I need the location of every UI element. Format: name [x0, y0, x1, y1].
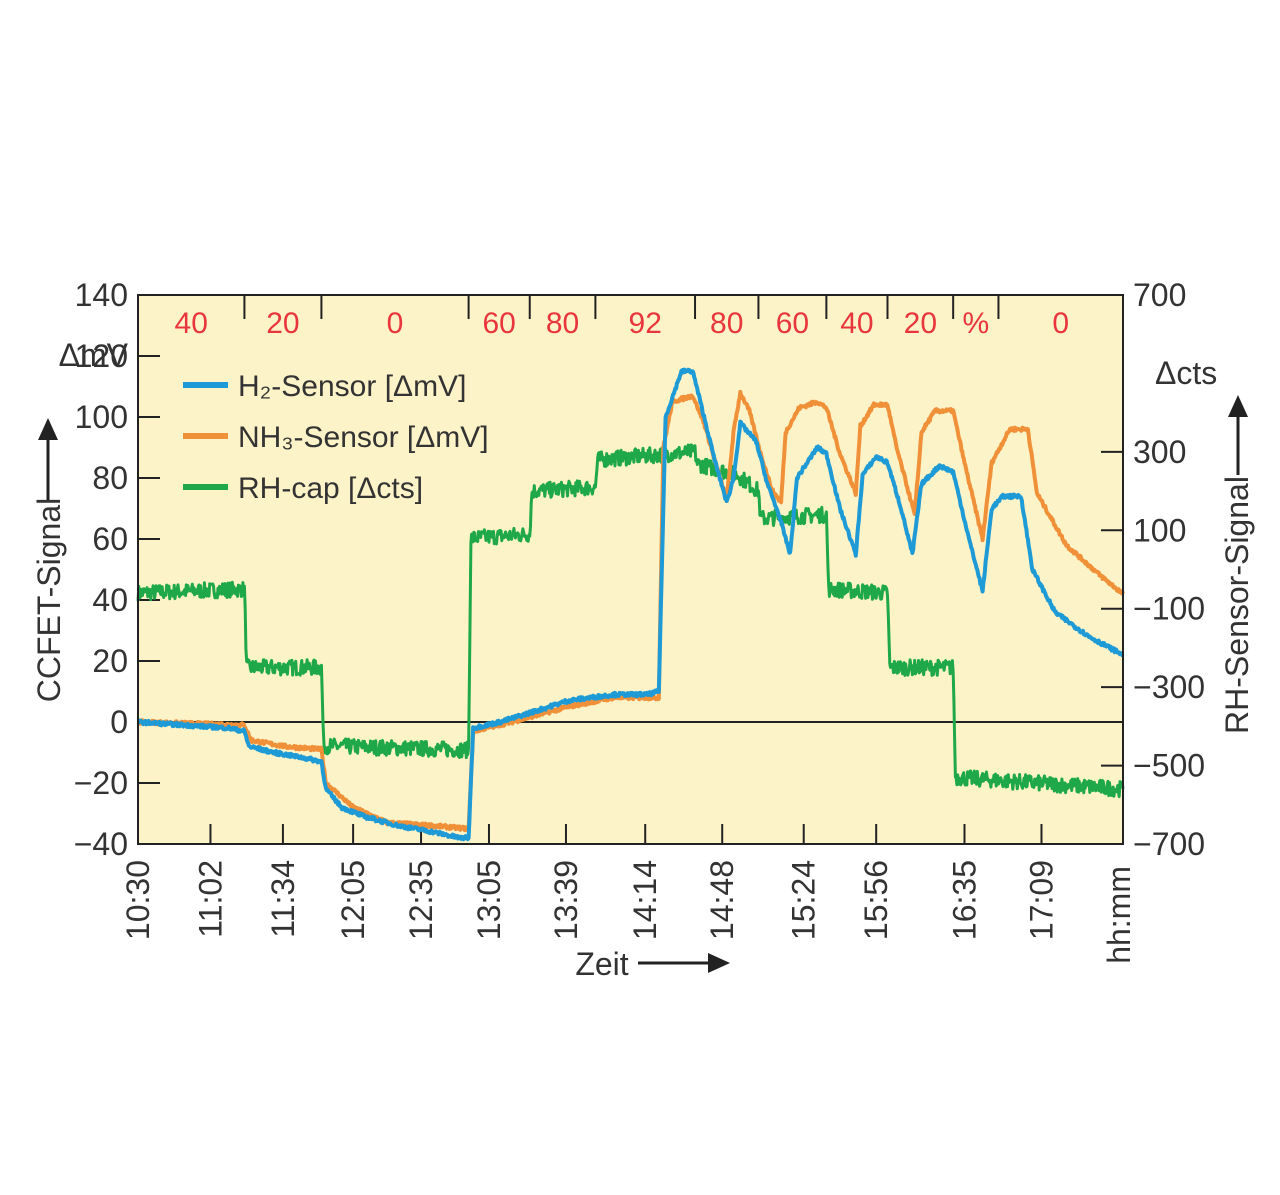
- left-tick-label: 100: [75, 399, 128, 435]
- left-tick-label: 120: [75, 338, 128, 374]
- right-axis-arrow: [1228, 395, 1248, 475]
- rh-step-label: 92: [629, 307, 662, 340]
- rh-step-label: 0: [1052, 307, 1069, 340]
- x-tick-label: 11:34: [265, 860, 301, 938]
- left-tick-label: 0: [110, 704, 128, 740]
- rh-step-label: 0: [387, 307, 404, 340]
- left-tick-label: 80: [92, 460, 128, 496]
- series-layer: [136, 367, 1125, 842]
- rh-step-label: 40: [840, 307, 873, 340]
- series-line-h2: [136, 367, 1125, 842]
- left-tick-label: 140: [75, 277, 128, 313]
- rh-step-label: 40: [175, 307, 208, 340]
- left-axis-arrow: [38, 418, 58, 500]
- left-tick-label: −20: [74, 765, 128, 801]
- legend-label-nh3: NH₃-Sensor [ΔmV]: [238, 421, 489, 454]
- rh-step-label: %: [962, 307, 989, 340]
- x-tick-label: 12:35: [403, 860, 439, 940]
- series-line-rh: [136, 443, 1125, 799]
- tick-labels: 140 120 100 80 60 40 20 0 −20 −40 700 300 100 −100 −30…: [74, 277, 1205, 940]
- right-tick-label: −100: [1133, 591, 1205, 627]
- legend-label-rh: RH-cap [Δcts]: [238, 472, 423, 505]
- rh-step-label: 60: [482, 307, 515, 340]
- left-tick-label: 60: [92, 521, 128, 557]
- right-tick-label: 300: [1133, 434, 1186, 470]
- x-tick-label: 10:30: [120, 860, 156, 940]
- left-unit-label: ΔmV: [59, 337, 129, 373]
- left-tick-label: 40: [92, 582, 128, 618]
- legend-label-h2: H₂-Sensor [ΔmV]: [238, 370, 466, 403]
- legend-item-h2: H₂-Sensor [ΔmV]: [183, 370, 466, 403]
- right-tick-label: −300: [1133, 669, 1205, 705]
- legend: H₂-Sensor [ΔmV] NH₃-Sensor [ΔmV] RH-cap …: [183, 370, 489, 505]
- x-tick-label: 11:02: [192, 860, 228, 938]
- x-tick-label: 12:05: [335, 860, 371, 940]
- right-tick-label: 700: [1133, 277, 1186, 313]
- x-tick-label: 14:14: [627, 860, 663, 940]
- rh-step-markers: 40 20 0 60 80 92 80 60 40 20% 0: [175, 295, 1069, 340]
- x-tick-label: 16:35: [946, 860, 982, 940]
- x-tick-label: 15:24: [786, 860, 822, 940]
- x-tick-label: 13:05: [471, 860, 507, 940]
- plot-background: [138, 295, 1123, 844]
- rh-step-label: 20: [904, 307, 937, 340]
- x-axis-title: Zeit: [575, 946, 628, 982]
- x-tick-label: 14:48: [704, 860, 740, 940]
- right-unit-label: Δcts: [1155, 355, 1217, 391]
- x-tick-label: 13:39: [548, 860, 584, 940]
- tick-marks: [137, 294, 1123, 845]
- right-tick-label: −500: [1133, 748, 1205, 784]
- x-tick-label: 17:09: [1023, 860, 1059, 940]
- right-tick-label: 100: [1133, 512, 1186, 548]
- left-axis-title: CCFET-Signal: [31, 498, 67, 703]
- rh-step-label: 80: [546, 307, 579, 340]
- legend-item-nh3: NH₃-Sensor [ΔmV]: [183, 421, 489, 454]
- x-axis-arrow: [638, 953, 730, 973]
- x-unit-label: hh:mm: [1101, 866, 1137, 964]
- right-axis-title: RH-Sensor-Signal: [1219, 476, 1255, 734]
- left-tick-label: −40: [74, 826, 128, 862]
- legend-item-rh: RH-cap [Δcts]: [183, 472, 423, 505]
- plot-frame: [137, 294, 1124, 845]
- right-tick-label: −700: [1133, 826, 1205, 862]
- rh-step-label: 80: [710, 307, 743, 340]
- x-tick-label: 15:56: [858, 860, 894, 940]
- rh-step-label: 20: [266, 307, 299, 340]
- left-tick-label: 20: [92, 643, 128, 679]
- rh-step-label: 60: [776, 307, 809, 340]
